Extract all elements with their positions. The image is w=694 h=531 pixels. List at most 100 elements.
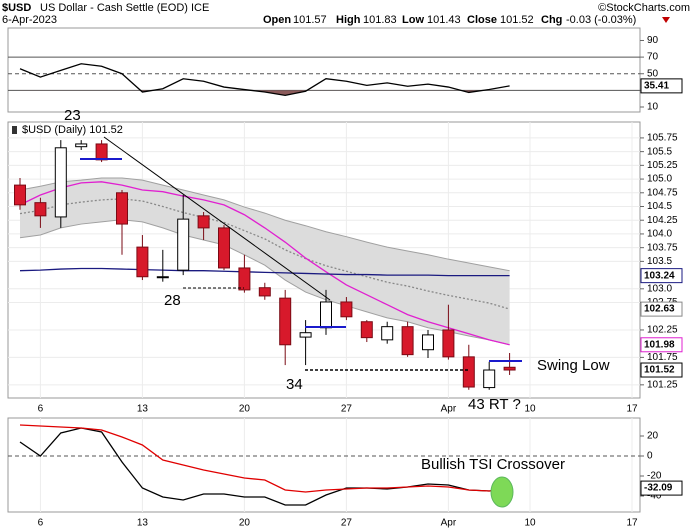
crossover-marker (490, 476, 514, 508)
candle-body (218, 227, 230, 269)
series-line (19, 181, 510, 346)
y-tick-label: 101.75 (647, 352, 678, 363)
value-badge (640, 78, 683, 94)
candle-body (462, 356, 475, 388)
candle-body (95, 143, 108, 161)
series-line (19, 427, 510, 506)
candle-body (483, 369, 496, 389)
quote-value: 101.83 (363, 14, 397, 26)
y-tick-label: 104.75 (647, 187, 678, 198)
y-tick-label: 105.5 (647, 146, 672, 157)
y-tick-label: 105.75 (647, 133, 678, 144)
x-tick-label: 13 (137, 518, 149, 529)
quote-label: Open (263, 14, 291, 26)
value-badge-label: 103.24 (644, 270, 675, 281)
panel-title: $USD (Daily) 101.52 (22, 124, 123, 136)
series-line (19, 63, 510, 97)
candle-body (340, 301, 353, 318)
x-tick-label: 27 (341, 518, 353, 529)
candle-body (177, 218, 190, 271)
candle-body (116, 192, 128, 225)
band-upper (19, 177, 510, 272)
band-lower (19, 219, 510, 346)
x-tick-label: Apr (441, 404, 457, 415)
value-badge-label: 35.41 (644, 81, 669, 92)
y-tick-label: 10 (647, 102, 659, 113)
x-tick-label: 20 (239, 518, 251, 529)
y-tick-label: 102.25 (647, 325, 678, 336)
y-tick-label: -40 (647, 491, 662, 502)
x-tick-label: 13 (137, 404, 149, 415)
value-badge-label: 101.52 (644, 365, 675, 376)
quote-label: Low (402, 14, 424, 26)
series-line (19, 198, 510, 310)
value-badge (640, 301, 683, 317)
candle-body (320, 301, 332, 329)
y-tick-label: 103.5 (647, 256, 672, 267)
overlay: $USD US Dollar - Cash Settle (EOD) ICE ©… (2, 2, 690, 508)
candle-body (197, 215, 210, 229)
y-tick-label: 70 (647, 52, 659, 63)
x-tick-label: 10 (524, 404, 536, 415)
candle-body (54, 147, 67, 218)
y-tick-label: 103.75 (647, 242, 678, 253)
value-badge-label: 102.63 (644, 304, 675, 315)
quote-value: 101.43 (427, 14, 461, 26)
x-tick-label: 6 (38, 518, 44, 529)
y-tick-label: 103.0 (647, 283, 672, 294)
series-line (19, 267, 510, 277)
x-tick-label: 17 (626, 518, 638, 529)
x-tick-label: 10 (524, 518, 536, 529)
value-badge-label: 101.98 (644, 339, 675, 350)
candle-body (258, 287, 271, 297)
y-tick-label: 104.5 (647, 201, 672, 212)
candle-body (381, 326, 394, 341)
candle-body (401, 326, 414, 356)
y-tick-label: -20 (647, 471, 662, 482)
candle-body (422, 334, 434, 351)
candle-body (34, 202, 47, 217)
y-tick-label: 90 (647, 35, 659, 46)
x-tick-label: 27 (341, 404, 353, 415)
trend-line (103, 136, 331, 301)
annotation: Swing Low (537, 357, 610, 374)
candle-body (75, 143, 88, 148)
x-tick-label: 6 (38, 404, 44, 415)
candle-body (14, 184, 26, 206)
value-badge (640, 480, 683, 496)
y-tick-label: 105.0 (647, 174, 672, 185)
quote-label: Chg (541, 14, 562, 26)
value-badge-label: -32.09 (644, 483, 673, 494)
x-tick-label: Apr (441, 518, 457, 529)
x-tick-label: 20 (239, 404, 251, 415)
value-badge (640, 337, 683, 353)
series-icon (12, 126, 17, 134)
band-area (20, 177, 510, 345)
copyright: ©StockCharts.com (598, 2, 690, 14)
instrument-name: US Dollar - Cash Settle (EOD) ICE (40, 2, 209, 14)
value-badge (640, 268, 683, 284)
candle-body (238, 267, 251, 291)
y-tick-label: 0 (647, 451, 653, 462)
date: 6-Apr-2023 (2, 14, 57, 26)
symbol: $USD (2, 2, 31, 14)
y-tick-label: 104.0 (647, 229, 672, 240)
y-tick-label: 20 (647, 431, 659, 442)
quote-value: -0.03 (-0.03%) (566, 14, 636, 26)
candle-body (360, 321, 373, 339)
y-tick-label: 101.25 (647, 379, 678, 390)
down-arrow (662, 17, 670, 23)
annotation: Bullish TSI Crossover (421, 456, 565, 473)
value-badge (640, 362, 683, 378)
candle-body (156, 276, 169, 279)
annotation: 28 (164, 292, 181, 309)
candle-body (442, 329, 455, 358)
quote-label: High (336, 14, 361, 26)
y-tick-label: 104.25 (647, 215, 678, 226)
y-tick-label: 50 (647, 68, 659, 79)
series-line (19, 424, 510, 493)
y-tick-label: 105.25 (647, 160, 678, 171)
quote-value: 101.52 (500, 14, 534, 26)
